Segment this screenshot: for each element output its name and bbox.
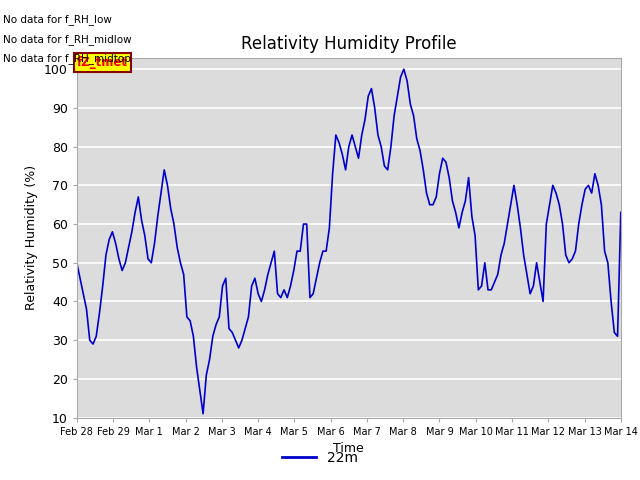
X-axis label: Time: Time — [333, 442, 364, 455]
Title: Relativity Humidity Profile: Relativity Humidity Profile — [241, 35, 456, 53]
Text: No data for f_RH_low: No data for f_RH_low — [3, 14, 112, 25]
Text: No data for f_RH_midlow: No data for f_RH_midlow — [3, 34, 132, 45]
Text: No data for f_RH_midtop: No data for f_RH_midtop — [3, 53, 131, 64]
Text: fZ_tmet: fZ_tmet — [77, 56, 128, 69]
Legend: 22m: 22m — [276, 445, 364, 471]
Y-axis label: Relativity Humidity (%): Relativity Humidity (%) — [26, 165, 38, 310]
